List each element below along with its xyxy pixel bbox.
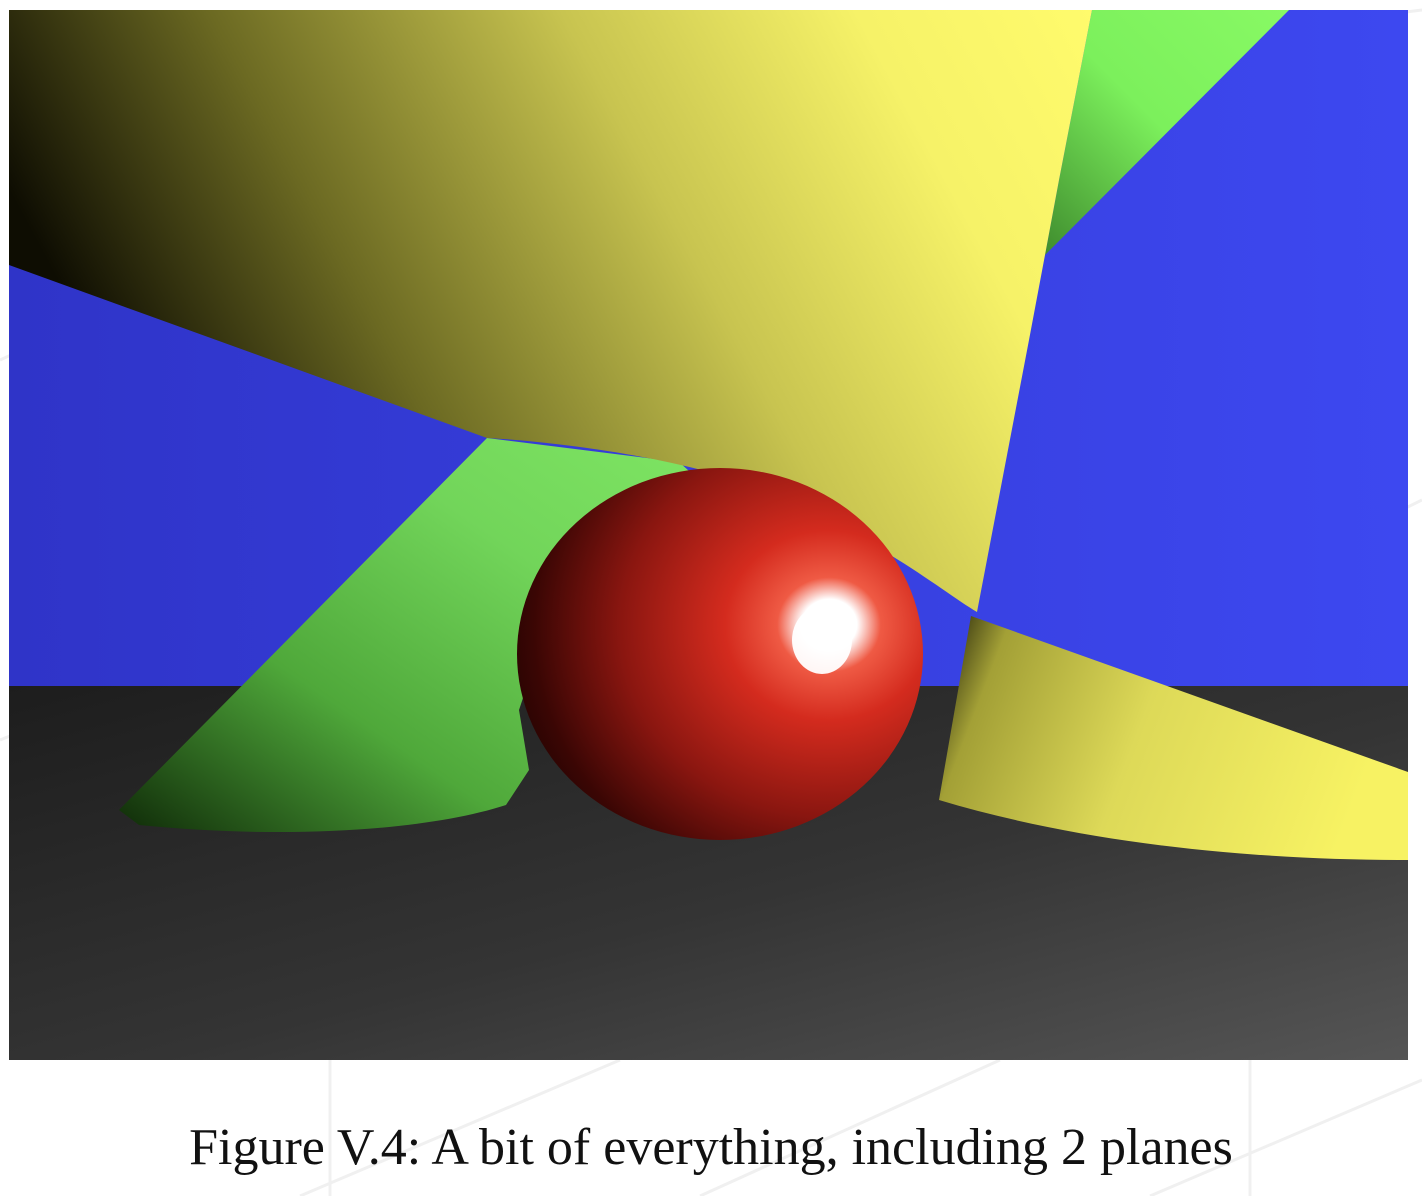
raytraced-render — [9, 10, 1408, 1060]
green-cone-top — [1045, 10, 1289, 255]
figure-caption: Figure V.4: A bit of everything, includi… — [189, 1119, 1233, 1176]
sphere-highlight — [792, 606, 852, 674]
yellow-cone-large — [9, 10, 1092, 612]
yellow-cone-small — [939, 616, 1408, 860]
render-canvas — [9, 10, 1408, 1060]
red-sphere — [517, 468, 923, 840]
green-cone-left — [119, 438, 699, 833]
